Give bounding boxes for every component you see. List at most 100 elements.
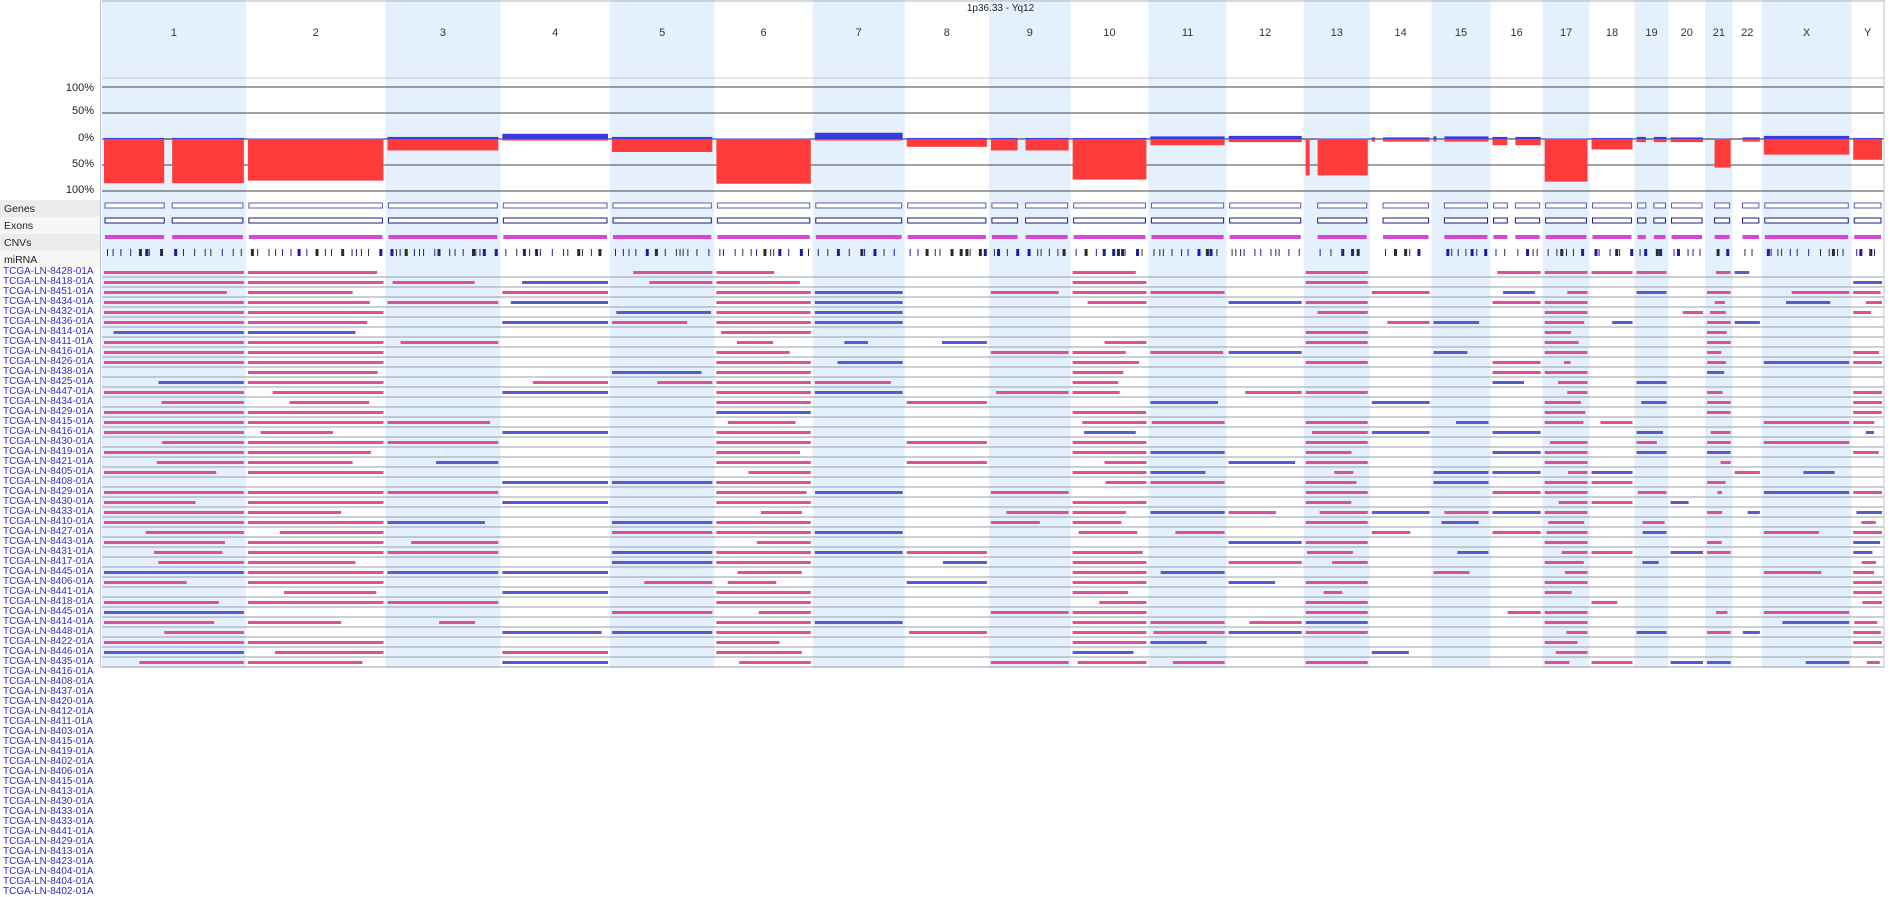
sample-label[interactable]: TCGA-LN-8406-01A xyxy=(3,576,94,587)
cnv-track-bar xyxy=(1025,235,1068,239)
sample-segment xyxy=(611,611,713,614)
loss-bar xyxy=(1492,139,1508,146)
cnv-track-bar xyxy=(248,235,383,239)
sample-label[interactable]: TCGA-LN-8416-01A xyxy=(3,426,94,437)
sample-label[interactable]: TCGA-LN-8438-01A xyxy=(3,366,94,377)
track-label-genes[interactable]: Genes xyxy=(4,203,35,215)
sample-label[interactable]: TCGA-LN-8415-01A xyxy=(3,416,94,427)
sample-label[interactable]: TCGA-LN-8413-01A xyxy=(3,846,94,857)
sample-segment xyxy=(1544,481,1588,484)
sample-label[interactable]: TCGA-LN-8414-01A xyxy=(3,326,94,337)
sample-label[interactable]: TCGA-LN-8426-01A xyxy=(3,356,94,367)
mirna-tick xyxy=(1162,249,1164,256)
sample-label[interactable]: TCGA-LN-8447-01A xyxy=(3,386,94,397)
sample-label[interactable]: TCGA-LN-8448-01A xyxy=(3,626,94,637)
sample-label[interactable]: TCGA-LN-8404-01A xyxy=(3,866,94,877)
sample-label[interactable]: TCGA-LN-8415-01A xyxy=(3,776,94,787)
track-label-cnvs[interactable]: CNVs xyxy=(4,237,32,249)
gene-track-box xyxy=(248,202,383,209)
sample-label[interactable]: TCGA-LN-8441-01A xyxy=(3,586,94,597)
sample-label[interactable]: TCGA-LN-8419-01A xyxy=(3,746,94,757)
sample-label[interactable]: TCGA-LN-8411-01A xyxy=(3,336,93,347)
sample-label[interactable]: TCGA-LN-8414-01A xyxy=(3,616,94,627)
sample-segment xyxy=(1544,401,1582,404)
sample-segment xyxy=(1544,581,1588,584)
genome-plot[interactable]: 1 2 3 4 5 6 7 8 9 10 11 12 13 14 15 16 17 18 19 20 21 22 X Y xyxy=(0,0,1901,668)
sample-label[interactable]: TCGA-LN-8418-01A xyxy=(3,276,94,287)
sample-label[interactable]: TCGA-LN-8416-01A xyxy=(3,346,94,357)
sample-segment xyxy=(1565,571,1588,574)
sample-label[interactable]: TCGA-LN-8420-01A xyxy=(3,696,94,707)
track-label-exons[interactable]: Exons xyxy=(4,220,34,232)
mirna-tick xyxy=(563,249,565,256)
sample-label[interactable]: TCGA-LN-8421-01A xyxy=(3,456,94,467)
sample-label[interactable]: TCGA-LN-8415-01A xyxy=(3,736,94,747)
sample-label[interactable]: TCGA-LN-8446-01A xyxy=(3,646,94,657)
sample-label[interactable]: TCGA-LN-8416-01A xyxy=(3,666,94,677)
sample-label[interactable]: TCGA-LN-8428-01A xyxy=(3,266,94,277)
sample-label[interactable]: TCGA-LN-8434-01A xyxy=(3,396,94,407)
sample-label[interactable]: TCGA-LN-8441-01A xyxy=(3,826,94,837)
cnv-track-bar xyxy=(1317,235,1367,239)
sample-label[interactable]: TCGA-LN-8405-01A xyxy=(3,466,94,477)
sample-label[interactable]: TCGA-LN-8423-01A xyxy=(3,856,94,867)
sample-label[interactable]: TCGA-LN-8429-01A xyxy=(3,486,94,497)
sample-label[interactable]: TCGA-LN-8429-01A xyxy=(3,836,94,847)
sample-label[interactable]: TCGA-LN-8412-01A xyxy=(3,706,94,717)
sample-label[interactable]: TCGA-LN-8403-01A xyxy=(3,726,94,737)
sample-segment xyxy=(1707,551,1731,554)
sample-segment xyxy=(990,491,1069,494)
mirna-tick xyxy=(306,249,308,256)
sample-label[interactable]: TCGA-LN-8429-01A xyxy=(3,406,94,417)
sample-label[interactable]: TCGA-LN-8434-01A xyxy=(3,296,94,307)
sample-label[interactable]: TCGA-LN-8431-01A xyxy=(3,546,94,557)
sample-label[interactable]: TCGA-LN-8422-01A xyxy=(3,636,94,647)
sample-label[interactable]: TCGA-LN-8417-01A xyxy=(3,556,94,567)
sample-segment xyxy=(247,601,384,604)
sample-segment xyxy=(1305,601,1368,604)
sample-label[interactable]: TCGA-LN-8430-01A xyxy=(3,496,94,507)
sample-label[interactable]: TCGA-LN-8408-01A xyxy=(3,476,94,487)
sample-label[interactable]: TCGA-LN-8436-01A xyxy=(3,316,94,327)
sample-label[interactable]: TCGA-LN-8402-01A xyxy=(3,886,94,897)
sample-segment xyxy=(1305,271,1368,274)
sample-label[interactable]: TCGA-LN-8413-01A xyxy=(3,786,94,797)
sample-label[interactable]: TCGA-LN-8408-01A xyxy=(3,676,94,687)
sample-label[interactable]: TCGA-LN-8433-01A xyxy=(3,506,94,517)
sample-label[interactable]: TCGA-LN-8425-01A xyxy=(3,376,94,387)
sample-label[interactable]: TCGA-LN-8418-01A xyxy=(3,596,94,607)
sample-label[interactable]: TCGA-LN-8411-01A xyxy=(3,716,93,727)
sample-label[interactable]: TCGA-LN-8419-01A xyxy=(3,446,94,457)
sample-label[interactable]: TCGA-LN-8445-01A xyxy=(3,566,94,577)
sample-label[interactable]: TCGA-LN-8432-01A xyxy=(3,306,94,317)
sample-label[interactable]: TCGA-LN-8445-01A xyxy=(3,606,94,617)
sample-segment xyxy=(247,341,384,344)
sample-segment xyxy=(387,571,499,574)
sample-label[interactable]: TCGA-LN-8410-01A xyxy=(3,516,94,527)
mirna-tick xyxy=(808,249,810,256)
sample-segment xyxy=(247,521,384,524)
sample-label[interactable]: TCGA-LN-8430-01A xyxy=(3,796,94,807)
mirna-tick xyxy=(281,249,283,256)
mirna-tick xyxy=(275,249,277,256)
sample-label[interactable]: TCGA-LN-8433-01A xyxy=(3,806,94,817)
mirna-tick xyxy=(1744,249,1746,256)
sample-label[interactable]: TCGA-LN-8435-01A xyxy=(3,656,94,667)
track-label-mirna[interactable]: miRNA xyxy=(4,254,38,266)
sample-label[interactable]: TCGA-LN-8451-01A xyxy=(3,286,94,297)
sample-label[interactable]: TCGA-LN-8430-01A xyxy=(3,436,94,447)
sample-segment xyxy=(1591,501,1633,504)
sample-segment xyxy=(1544,641,1578,644)
sample-label[interactable]: TCGA-LN-8402-01A xyxy=(3,756,94,767)
sample-label[interactable]: TCGA-LN-8433-01A xyxy=(3,816,94,827)
sample-label[interactable]: TCGA-LN-8427-01A xyxy=(3,526,94,537)
mirna-tick xyxy=(1673,249,1675,256)
sample-segment xyxy=(156,461,244,464)
sample-label[interactable]: TCGA-LN-8404-01A xyxy=(3,876,94,887)
sample-segment xyxy=(1245,391,1302,394)
cnv-track-bar xyxy=(1073,235,1146,239)
sample-label[interactable]: TCGA-LN-8406-01A xyxy=(3,766,94,777)
sample-label[interactable]: TCGA-LN-8437-01A xyxy=(3,686,94,697)
sample-label[interactable]: TCGA-LN-8443-01A xyxy=(3,536,94,547)
